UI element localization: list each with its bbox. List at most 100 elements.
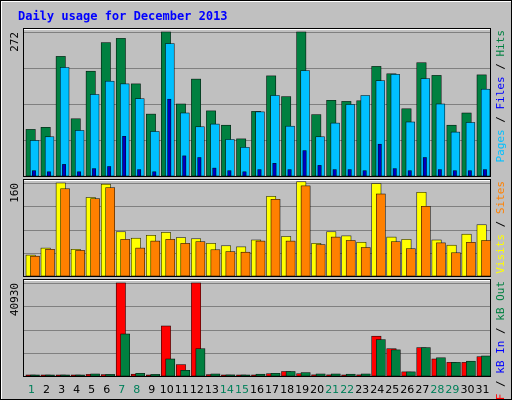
bar-pages-day-26 xyxy=(407,170,412,177)
bar-pages-day-31 xyxy=(483,169,487,177)
bar-pages-day-1 xyxy=(32,170,36,177)
panel-sites-visits: 160 Visits / Sites xyxy=(8,179,507,277)
chart-title: Daily usage for December 2013 xyxy=(18,9,228,23)
day-label-15: 15 xyxy=(235,383,249,396)
day-label-1: 1 xyxy=(28,383,35,396)
bar-sites-day-12 xyxy=(195,241,206,277)
bar-pages-day-22 xyxy=(347,169,352,177)
bar-kb-out-day-25 xyxy=(391,349,401,377)
bar-sites-day-31 xyxy=(481,240,491,277)
bar-files-day-22 xyxy=(345,104,355,177)
bar-pages-day-9 xyxy=(152,171,157,177)
day-label-13: 13 xyxy=(205,383,219,396)
y-max-label: 272 xyxy=(8,32,21,52)
bar-pages-day-14 xyxy=(227,170,232,177)
axis-legend-part: / xyxy=(494,321,507,341)
day-label-23: 23 xyxy=(355,383,369,396)
bar-sites-day-22 xyxy=(345,240,356,277)
day-label-20: 20 xyxy=(310,383,324,396)
bar-kb-out-day-10 xyxy=(165,358,176,377)
bar-sites-day-10 xyxy=(165,239,176,277)
day-label-19: 19 xyxy=(295,383,309,396)
day-label-12: 12 xyxy=(190,383,204,396)
bar-sites-day-9 xyxy=(150,240,161,277)
bar-kb-out-day-8 xyxy=(135,373,145,377)
bar-pages-day-18 xyxy=(287,169,292,177)
bar-kb-out-day-6 xyxy=(105,374,115,377)
bar-sites-day-26 xyxy=(406,248,416,277)
bar-pages-day-11 xyxy=(182,155,187,177)
day-label-8: 8 xyxy=(133,383,140,396)
bar-kb-out-day-30 xyxy=(466,360,476,377)
bar-pages-day-17 xyxy=(272,163,277,177)
bar-sites-day-19 xyxy=(300,185,311,277)
bar-pages-day-3 xyxy=(62,164,66,177)
bar-files-day-5 xyxy=(90,94,100,177)
bar-sites-day-4 xyxy=(75,250,85,277)
axis-legend-part: Pages xyxy=(494,129,507,162)
bar-files-day-31 xyxy=(480,88,491,177)
day-label-25: 25 xyxy=(385,383,399,396)
bar-kb-out-day-20 xyxy=(315,373,326,377)
bars xyxy=(25,31,491,177)
bar-pages-day-2 xyxy=(47,171,51,177)
day-label-10: 10 xyxy=(160,383,174,396)
bar-kb-out-day-5 xyxy=(90,373,100,377)
bar-kb-out-day-23 xyxy=(360,373,371,377)
bar-sites-day-13 xyxy=(210,249,221,277)
bar-files-day-8 xyxy=(135,98,145,177)
bar-kb-out-day-24 xyxy=(376,339,386,377)
bar-files-day-2 xyxy=(44,136,55,177)
bar-pages-day-10 xyxy=(167,98,172,177)
axis-legend-part: kB In xyxy=(494,341,507,374)
day-label-28: 28 xyxy=(430,383,444,396)
bars xyxy=(25,181,491,277)
panel-kb: 40930 kB F / kB In / kB Out xyxy=(8,279,507,400)
bar-kb-out-day-3 xyxy=(60,374,70,377)
bar-kb-out-day-21 xyxy=(330,373,341,377)
bar-sites-day-3 xyxy=(60,188,70,277)
bar-sites-day-23 xyxy=(360,247,371,277)
day-label-5: 5 xyxy=(88,383,95,396)
axis-legend-label: Pages / Files / Hits xyxy=(494,30,507,163)
y-max-label: 160 xyxy=(8,183,21,203)
bar-sites-day-18 xyxy=(285,240,296,277)
bar-pages-day-23 xyxy=(362,170,367,177)
axis-legend-part: kB F xyxy=(494,394,507,400)
day-label-22: 22 xyxy=(340,383,354,396)
bar-kb-out-day-17 xyxy=(270,373,281,377)
bar-kb-out-day-12 xyxy=(195,348,206,377)
bar-files-day-26 xyxy=(405,121,415,177)
bar-files-day-18 xyxy=(285,125,295,177)
bar-kb-out-day-26 xyxy=(406,371,416,377)
day-label-6: 6 xyxy=(103,383,110,396)
bar-sites-day-16 xyxy=(255,240,266,277)
day-label-17: 17 xyxy=(265,383,279,396)
axis-legend-part: / xyxy=(494,374,507,394)
bar-sites-day-27 xyxy=(421,206,431,277)
bar-pages-day-19 xyxy=(302,150,307,177)
axis-legend-part: Visits xyxy=(494,234,507,274)
day-label-29: 29 xyxy=(445,383,459,396)
panel-hits-files-pages: 272 Pages / Files / Hits xyxy=(8,28,507,177)
bar-pages-day-5 xyxy=(92,168,96,177)
bar-files-day-16 xyxy=(255,111,265,177)
bar-sites-day-15 xyxy=(240,251,251,277)
bar-sites-day-25 xyxy=(391,241,401,277)
axis-legend-part: Files xyxy=(494,76,507,109)
bar-pages-day-4 xyxy=(77,171,81,177)
bar-kb-out-day-16 xyxy=(255,373,266,377)
bar-files-day-4 xyxy=(75,130,85,177)
bar-kb-out-day-22 xyxy=(345,373,356,377)
day-label-18: 18 xyxy=(280,383,294,396)
y-max-label: 40930 xyxy=(8,283,21,316)
bar-files-day-21 xyxy=(330,122,340,177)
bar-pages-day-24 xyxy=(377,143,382,177)
bar-pages-day-30 xyxy=(467,170,472,177)
bar-pages-day-28 xyxy=(437,169,442,177)
bar-sites-day-8 xyxy=(135,247,145,277)
bar-pages-day-15 xyxy=(242,171,247,177)
bar-kb-out-day-31 xyxy=(481,355,491,377)
day-label-21: 21 xyxy=(325,383,339,396)
bar-pages-day-7 xyxy=(122,136,127,177)
